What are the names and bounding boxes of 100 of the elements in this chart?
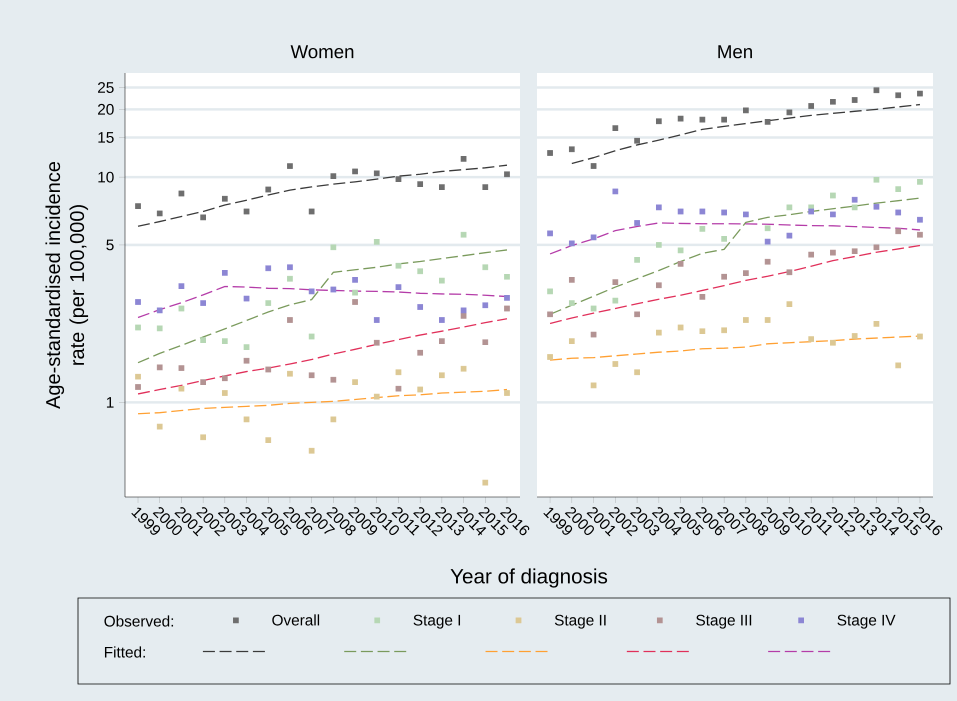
point <box>222 338 228 344</box>
point <box>612 361 618 367</box>
point <box>460 156 466 162</box>
point <box>895 362 902 368</box>
x-axis-title: Year of diagnosis <box>450 568 608 588</box>
text: Observed: <box>104 615 174 627</box>
point <box>330 173 336 180</box>
point <box>156 210 163 216</box>
y-tick-label: 1 <box>106 397 114 408</box>
point <box>874 321 880 327</box>
y-tick-label: 25 <box>98 82 114 93</box>
point <box>874 87 880 94</box>
point <box>374 340 380 346</box>
point <box>200 337 206 343</box>
chart-title: Women <box>290 45 354 58</box>
legend-label: Stage III <box>696 614 752 629</box>
point <box>678 324 684 330</box>
point <box>482 339 488 346</box>
point <box>265 186 272 192</box>
point <box>590 382 596 388</box>
point <box>504 306 510 312</box>
point <box>743 107 749 114</box>
point <box>287 264 293 270</box>
legend-label: Stage I <box>414 614 460 629</box>
point <box>482 480 488 486</box>
line-series <box>137 249 508 364</box>
point <box>374 238 380 245</box>
point <box>352 290 358 296</box>
point <box>547 150 553 156</box>
point <box>308 288 315 294</box>
point <box>439 338 445 344</box>
point <box>678 208 684 214</box>
point <box>244 296 250 302</box>
point <box>764 238 771 245</box>
point <box>830 212 836 218</box>
point <box>352 168 358 174</box>
point <box>786 232 792 238</box>
point <box>895 92 902 98</box>
point <box>482 302 488 308</box>
point <box>852 97 858 103</box>
legend-label: Overall <box>272 614 320 626</box>
point <box>135 324 141 330</box>
point <box>612 188 618 194</box>
point <box>156 424 163 430</box>
point <box>374 170 380 176</box>
point <box>590 163 596 169</box>
point <box>743 317 749 323</box>
point <box>330 286 336 292</box>
point <box>764 317 771 323</box>
point <box>460 366 466 372</box>
point <box>374 317 380 323</box>
point <box>352 276 358 283</box>
y-tick-label: 10 <box>98 172 114 183</box>
point <box>743 212 749 218</box>
point <box>808 336 814 342</box>
point <box>700 116 706 123</box>
point <box>852 248 858 254</box>
point <box>830 340 836 346</box>
point <box>547 288 553 294</box>
point <box>265 265 272 272</box>
point <box>417 181 424 188</box>
point <box>308 372 315 378</box>
point <box>917 232 923 238</box>
point <box>721 236 727 242</box>
point <box>244 358 250 364</box>
point <box>568 338 575 344</box>
point <box>764 225 771 232</box>
point <box>612 298 618 304</box>
point <box>265 366 272 372</box>
point <box>396 386 402 392</box>
point <box>504 274 510 280</box>
point <box>244 344 250 350</box>
point <box>656 242 662 248</box>
point <box>287 317 293 323</box>
point <box>786 204 792 210</box>
point <box>156 326 163 332</box>
point <box>460 232 466 238</box>
point <box>852 196 858 203</box>
point <box>417 386 424 392</box>
point <box>656 118 662 124</box>
point <box>178 190 184 196</box>
point <box>568 146 575 152</box>
point <box>590 234 596 240</box>
point <box>244 416 250 422</box>
point <box>396 369 402 376</box>
point <box>634 311 640 318</box>
point <box>852 333 858 339</box>
point <box>568 240 575 246</box>
point <box>222 375 228 382</box>
y-axis-title: Age-standardised incidence rate (per 100,000) <box>45 162 88 409</box>
point <box>743 270 749 276</box>
point <box>156 364 163 370</box>
point <box>612 125 618 132</box>
point <box>330 244 336 250</box>
y-tick-label: 15 <box>98 132 114 143</box>
point <box>612 279 618 285</box>
point <box>222 196 228 202</box>
point <box>874 244 880 250</box>
point <box>656 330 662 336</box>
point <box>200 379 206 385</box>
